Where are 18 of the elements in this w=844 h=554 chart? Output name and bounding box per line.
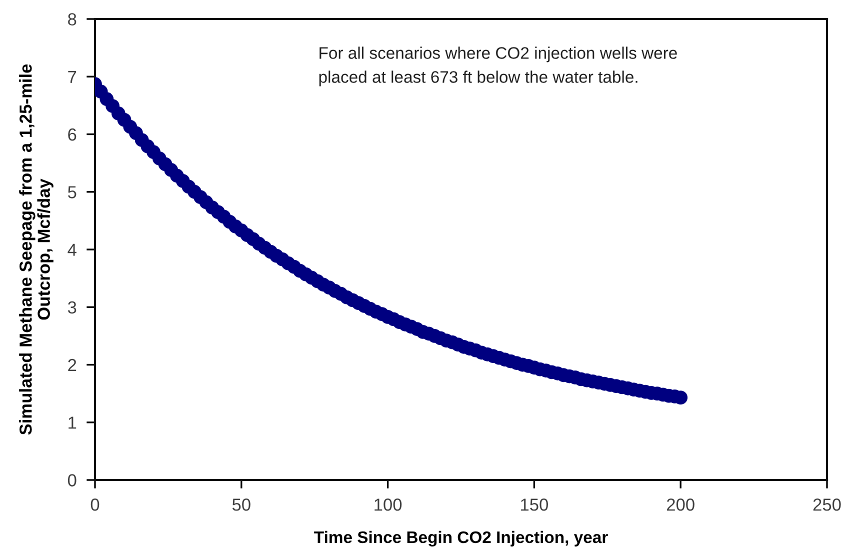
y-tick-label: 7 bbox=[68, 70, 76, 83]
y-tick-label: 1 bbox=[68, 416, 76, 429]
y-tick-label: 8 bbox=[68, 13, 76, 26]
x-tick-label: 50 bbox=[232, 498, 250, 511]
x-tick-label: 250 bbox=[813, 498, 841, 511]
y-tick-label: 0 bbox=[68, 474, 76, 486]
annotation: For all scenarios where CO2 injection wells were placed at least 673 ft below the water table. bbox=[319, 46, 677, 86]
x-tick-label: 100 bbox=[374, 498, 402, 511]
x-tick-label: 0 bbox=[90, 498, 100, 511]
x-axis-title: Time Since Begin CO2 Injection, year bbox=[314, 530, 608, 547]
y-axis-title: Simulated Methane Seepage from a 1,25-mile Outcrop, Mcf/day bbox=[19, 64, 54, 435]
x-tick-label: 200 bbox=[666, 498, 694, 511]
y-tick-label: 5 bbox=[68, 186, 76, 198]
y-tick-label: 4 bbox=[68, 244, 76, 256]
y-tick-label: 6 bbox=[68, 128, 76, 141]
x-tick-label: 150 bbox=[521, 498, 548, 511]
y-tick-label: 2 bbox=[68, 358, 76, 372]
y-tick-label: 3 bbox=[68, 301, 76, 314]
